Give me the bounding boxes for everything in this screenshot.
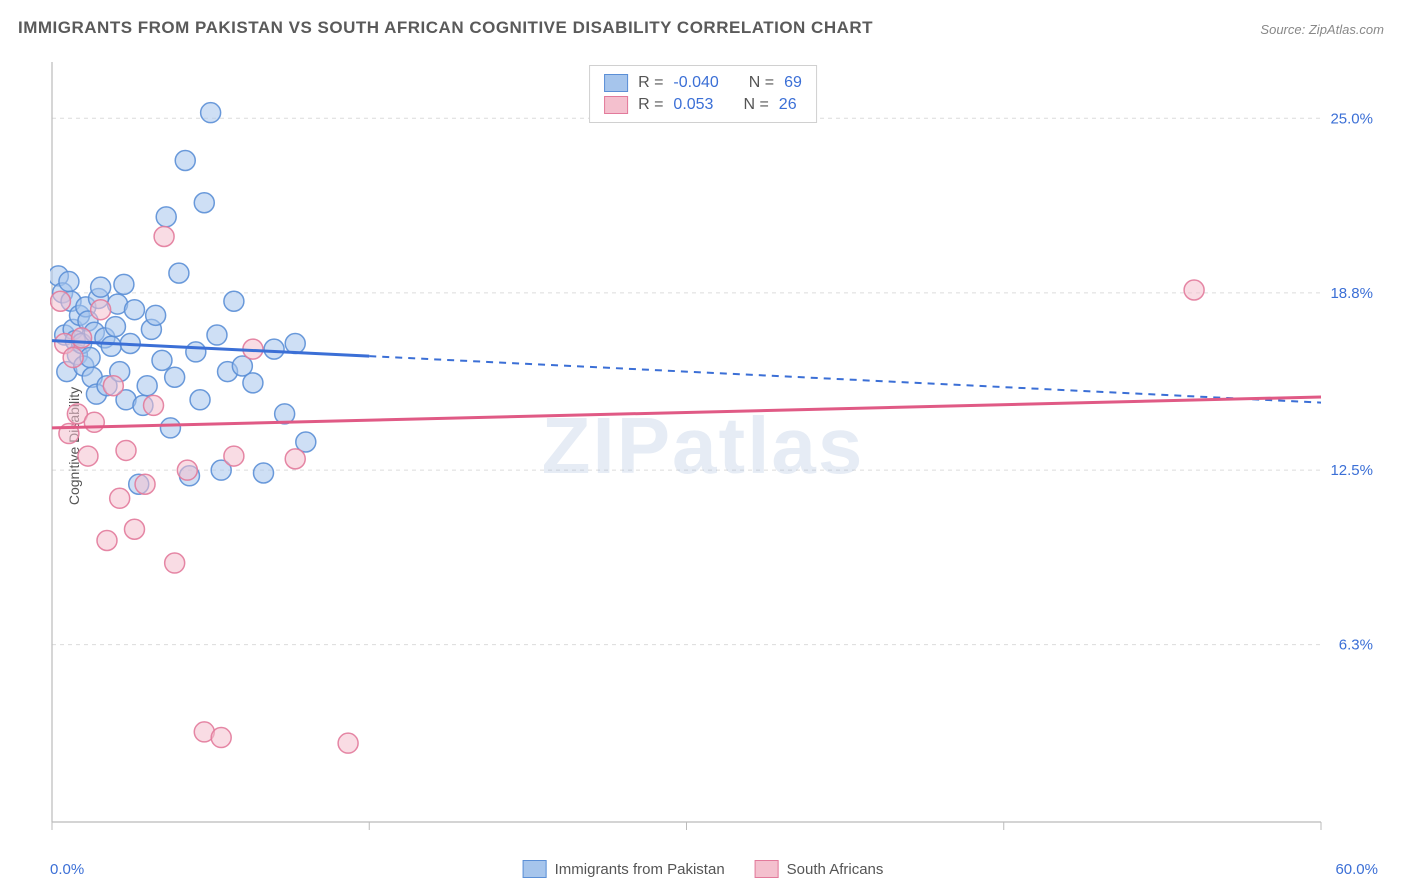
data-point [110, 488, 130, 508]
data-point [137, 376, 157, 396]
data-point [114, 274, 134, 294]
svg-text:12.5%: 12.5% [1330, 462, 1373, 479]
svg-text:25.0%: 25.0% [1330, 110, 1373, 127]
data-point [285, 449, 305, 469]
r-value-southafrican: 0.053 [673, 96, 713, 114]
trend-line [52, 397, 1321, 428]
data-point [101, 336, 121, 356]
data-point [264, 339, 284, 359]
data-point [103, 376, 123, 396]
data-point [177, 460, 197, 480]
legend-swatch-pakistan-bottom [523, 860, 547, 878]
data-point [169, 263, 189, 283]
data-point [224, 446, 244, 466]
data-point [175, 151, 195, 171]
legend-label-pakistan: Immigrants from Pakistan [555, 861, 725, 878]
scatter-chart-svg: 6.3% 12.5% 18.8% 25.0% [50, 60, 1381, 842]
data-point [154, 227, 174, 247]
data-point [224, 291, 244, 311]
chart-title: IMMIGRANTS FROM PAKISTAN VS SOUTH AFRICA… [18, 18, 873, 38]
legend-swatch-pakistan [604, 74, 628, 92]
data-point [124, 519, 144, 539]
data-point [78, 446, 98, 466]
data-point [201, 103, 221, 123]
data-point [91, 277, 111, 297]
series-legend: Immigrants from Pakistan South Africans [523, 860, 884, 878]
data-point [186, 342, 206, 362]
svg-text:6.3%: 6.3% [1339, 637, 1373, 654]
legend-item-southafrican: South Africans [755, 860, 884, 878]
legend-swatch-southafrican-bottom [755, 860, 779, 878]
trend-line-extrapolated [369, 356, 1321, 402]
data-point [165, 553, 185, 573]
n-label: N = [743, 96, 768, 114]
data-point [160, 418, 180, 438]
data-point [211, 728, 231, 748]
data-point [1184, 280, 1204, 300]
chart-plot-area: 6.3% 12.5% 18.8% 25.0% [50, 60, 1381, 842]
x-axis-min-label: 0.0% [50, 861, 84, 878]
data-point [91, 300, 111, 320]
n-label: N = [749, 74, 774, 92]
data-point [97, 531, 117, 551]
data-point [146, 305, 166, 325]
data-point [243, 373, 263, 393]
data-point [105, 317, 125, 337]
correlation-legend: R = -0.040 N = 69 R = 0.053 N = 26 [589, 65, 817, 123]
legend-row-southafrican: R = 0.053 N = 26 [604, 94, 802, 116]
legend-label-southafrican: South Africans [787, 861, 884, 878]
data-point [165, 367, 185, 387]
legend-item-pakistan: Immigrants from Pakistan [523, 860, 725, 878]
data-point [59, 272, 79, 292]
data-point [156, 207, 176, 227]
data-point [50, 291, 70, 311]
r-label: R = [638, 96, 663, 114]
n-value-pakistan: 69 [784, 74, 802, 92]
source-attribution: Source: ZipAtlas.com [1260, 22, 1384, 37]
svg-text:18.8%: 18.8% [1330, 285, 1373, 302]
data-point [254, 463, 274, 483]
source-name: ZipAtlas.com [1309, 22, 1384, 37]
data-point [190, 390, 210, 410]
data-point [194, 193, 214, 213]
r-label: R = [638, 74, 663, 92]
x-axis-max-label: 60.0% [1335, 861, 1378, 878]
legend-row-pakistan: R = -0.040 N = 69 [604, 72, 802, 94]
data-point [116, 440, 136, 460]
legend-swatch-southafrican [604, 96, 628, 114]
r-value-pakistan: -0.040 [673, 74, 718, 92]
data-point [84, 412, 104, 432]
source-label: Source: [1260, 22, 1305, 37]
n-value-southafrican: 26 [779, 96, 797, 114]
data-point [124, 300, 144, 320]
data-point [72, 328, 92, 348]
data-point [63, 348, 83, 368]
data-point [152, 350, 172, 370]
data-point [285, 333, 305, 353]
data-point [338, 733, 358, 753]
data-point [144, 395, 164, 415]
data-point [135, 474, 155, 494]
data-point [207, 325, 227, 345]
